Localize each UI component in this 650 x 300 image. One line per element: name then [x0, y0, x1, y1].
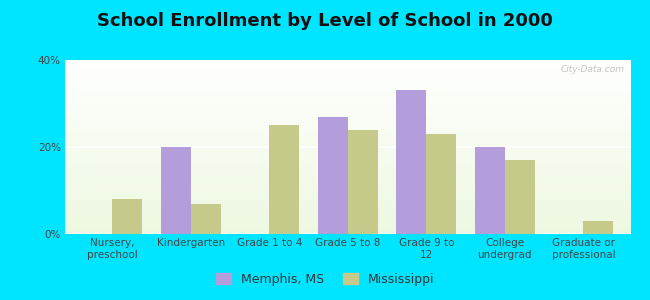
Legend: Memphis, MS, Mississippi: Memphis, MS, Mississippi [211, 268, 439, 291]
Bar [65, 151, 630, 154]
Bar [584, 221, 613, 234]
Bar [426, 134, 456, 234]
Bar [65, 175, 630, 178]
Bar [65, 180, 630, 182]
Bar [65, 197, 630, 199]
Bar [190, 203, 220, 234]
Bar [65, 167, 630, 169]
Bar [65, 145, 630, 147]
Bar [65, 186, 630, 188]
Bar [65, 73, 630, 75]
Bar [65, 147, 630, 149]
Bar [65, 227, 630, 230]
Bar [65, 225, 630, 227]
Bar [65, 188, 630, 190]
Bar [65, 149, 630, 152]
Bar [65, 162, 630, 164]
Bar [65, 230, 630, 232]
Bar [65, 71, 630, 73]
Bar [65, 130, 630, 132]
Bar [65, 80, 630, 82]
Bar [65, 114, 630, 116]
Bar [396, 91, 426, 234]
Bar [65, 219, 630, 221]
Bar [269, 125, 299, 234]
Bar [65, 208, 630, 210]
Bar [65, 203, 630, 206]
Bar [65, 97, 630, 99]
Bar [65, 232, 630, 234]
Bar [65, 154, 630, 156]
Bar [65, 88, 630, 91]
Bar [475, 147, 505, 234]
Bar [65, 169, 630, 171]
Bar [505, 160, 535, 234]
Bar [65, 171, 630, 173]
Bar [161, 147, 190, 234]
Bar [65, 128, 630, 130]
Bar [65, 101, 630, 103]
Bar [65, 84, 630, 86]
Bar [65, 119, 630, 121]
Bar [65, 160, 630, 162]
Bar [65, 164, 630, 166]
Bar [65, 173, 630, 175]
Bar [65, 95, 630, 97]
Bar [65, 210, 630, 212]
Bar [65, 62, 630, 64]
Bar [65, 108, 630, 110]
Bar [65, 214, 630, 217]
Bar [65, 117, 630, 119]
Text: School Enrollment by Level of School in 2000: School Enrollment by Level of School in … [97, 12, 553, 30]
Bar [65, 64, 630, 67]
Bar [65, 221, 630, 223]
Bar [65, 67, 630, 69]
Bar [348, 130, 378, 234]
Bar [65, 99, 630, 101]
Text: City-Data.com: City-Data.com [561, 65, 625, 74]
Bar [65, 110, 630, 112]
Bar [65, 93, 630, 95]
Bar [65, 106, 630, 108]
Bar [65, 156, 630, 158]
Bar [65, 125, 630, 128]
Bar [65, 190, 630, 193]
Bar [65, 121, 630, 123]
Bar [65, 201, 630, 203]
Bar [65, 182, 630, 184]
Bar [65, 91, 630, 93]
Bar [65, 112, 630, 114]
Bar [65, 123, 630, 125]
Bar [65, 86, 630, 88]
Bar [65, 140, 630, 143]
Bar [65, 82, 630, 84]
Bar [318, 116, 348, 234]
Bar [65, 177, 630, 180]
Bar [65, 193, 630, 195]
Bar [65, 223, 630, 225]
Bar [65, 199, 630, 201]
Bar [65, 60, 630, 62]
Bar [65, 103, 630, 106]
Bar [65, 136, 630, 138]
Bar [65, 138, 630, 140]
Bar [65, 132, 630, 134]
Bar [65, 143, 630, 145]
Bar [65, 69, 630, 71]
Bar [65, 134, 630, 136]
Bar [65, 75, 630, 77]
Bar [65, 206, 630, 208]
Bar [65, 77, 630, 80]
Bar [65, 158, 630, 160]
Bar [65, 212, 630, 214]
Bar [112, 199, 142, 234]
Bar [65, 184, 630, 186]
Bar [65, 195, 630, 197]
Bar [65, 217, 630, 219]
